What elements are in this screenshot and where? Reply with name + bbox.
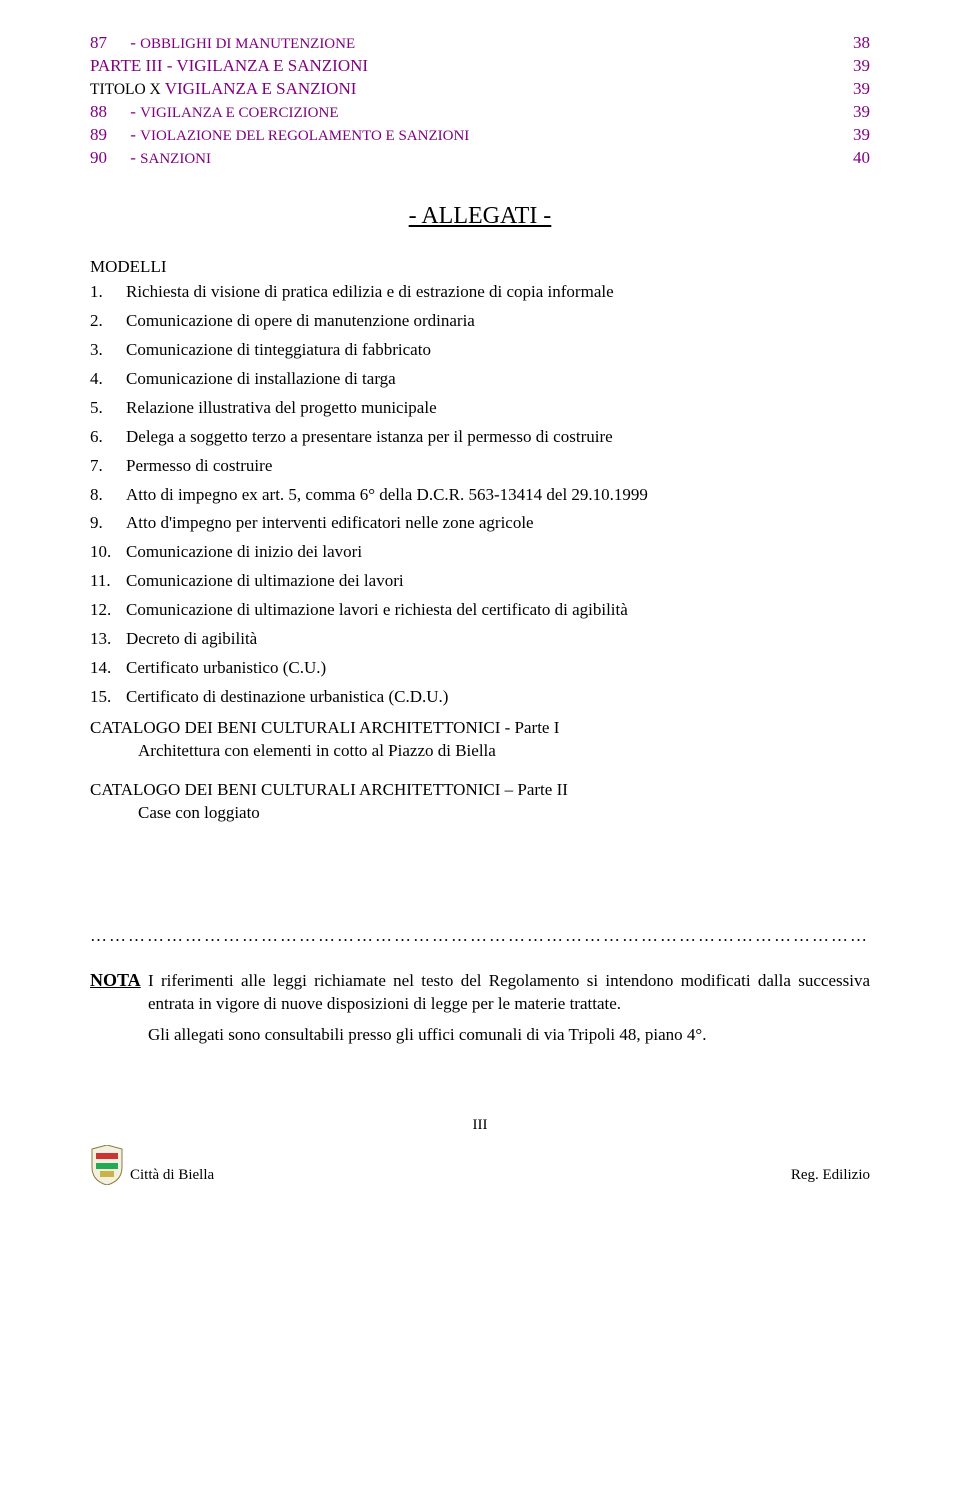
crest-icon: [90, 1145, 124, 1185]
li-num: 9.: [90, 512, 126, 535]
li-num: 8.: [90, 484, 126, 507]
toc-dash: -: [130, 125, 140, 144]
li-num: 4.: [90, 368, 126, 391]
list-item: 15.Certificato di destinazione urbanisti…: [90, 686, 870, 709]
toc-label: 88 - VIGILANZA E COERCIZIONE: [90, 101, 830, 124]
toc-row: 89 - VIOLAZIONE DEL REGOLAMENTO E SANZIO…: [90, 124, 870, 147]
list-item: 14.Certificato urbanistico (C.U.): [90, 657, 870, 680]
page-number: III: [90, 1115, 870, 1135]
li-num: 5.: [90, 397, 126, 420]
li-num: 7.: [90, 455, 126, 478]
list-item: 12.Comunicazione di ultimazione lavori e…: [90, 599, 870, 622]
li-num: 11.: [90, 570, 126, 593]
li-text: Atto di impegno ex art. 5, comma 6° dell…: [126, 484, 870, 507]
toc-dash: -: [130, 33, 140, 52]
toc-row: 87 - OBBLIGHI DI MANUTENZIONE 38: [90, 32, 870, 55]
li-text: Comunicazione di inizio dei lavori: [126, 541, 870, 564]
toc-label: 89 - VIOLAZIONE DEL REGOLAMENTO E SANZIO…: [90, 124, 830, 147]
titolo-prefix: TITOLO X: [90, 81, 161, 98]
toc-label: 87 - OBBLIGHI DI MANUTENZIONE: [90, 32, 830, 55]
list-item: 13.Decreto di agibilità: [90, 628, 870, 651]
toc-text: OBBLIGHI DI MANUTENZIONE: [140, 36, 355, 52]
list-item: 1.Richiesta di visione di pratica ediliz…: [90, 281, 870, 304]
li-num: 15.: [90, 686, 126, 709]
list-item: 8.Atto di impegno ex art. 5, comma 6° de…: [90, 484, 870, 507]
toc-text: VIOLAZIONE DEL REGOLAMENTO E SANZIONI: [140, 128, 469, 144]
catalogo-1: CATALOGO DEI BENI CULTURALI ARCHITETTONI…: [90, 717, 870, 763]
li-text: Certificato di destinazione urbanistica …: [126, 686, 870, 709]
li-text: Comunicazione di ultimazione dei lavori: [126, 570, 870, 593]
li-num: 3.: [90, 339, 126, 362]
li-text: Relazione illustrativa del progetto muni…: [126, 397, 870, 420]
toc-page: 40: [830, 147, 870, 170]
toc-num: 88: [90, 101, 126, 124]
nota-text-2: Gli allegati sono consultabili presso gl…: [148, 1024, 870, 1047]
toc-row: 90 - SANZIONI 40: [90, 147, 870, 170]
toc-num: 87: [90, 32, 126, 55]
catalogo-title: CATALOGO DEI BENI CULTURALI ARCHITETTONI…: [90, 779, 870, 802]
li-text: Delega a soggetto terzo a presentare ist…: [126, 426, 870, 449]
toc-row: 88 - VIGILANZA E COERCIZIONE 39: [90, 101, 870, 124]
catalogo-sub: Architettura con elementi in cotto al Pi…: [138, 740, 870, 763]
toc-num: 89: [90, 124, 126, 147]
toc-dash: -: [130, 102, 140, 121]
dotted-separator: ……………………………………………………………………………………………………………: [90, 925, 870, 942]
catalogo-title: CATALOGO DEI BENI CULTURALI ARCHITETTONI…: [90, 717, 870, 740]
nota-text-1: I riferimenti alle leggi richiamate nel …: [141, 971, 870, 1013]
list-item: 6.Delega a soggetto terzo a presentare i…: [90, 426, 870, 449]
toc-page: 39: [830, 124, 870, 147]
toc-text: VIGILANZA E COERCIZIONE: [140, 105, 338, 121]
toc-num: 90: [90, 147, 126, 170]
list-item: 5.Relazione illustrativa del progetto mu…: [90, 397, 870, 420]
toc-text: TITOLO X VIGILANZA E SANZIONI: [90, 78, 830, 101]
li-text: Comunicazione di tinteggiatura di fabbri…: [126, 339, 870, 362]
li-text: Decreto di agibilità: [126, 628, 870, 651]
catalogo-sub: Case con loggiato: [138, 802, 870, 825]
toc-page: 39: [830, 101, 870, 124]
list-item: 7.Permesso di costruire: [90, 455, 870, 478]
catalogo-2: CATALOGO DEI BENI CULTURALI ARCHITETTONI…: [90, 779, 870, 825]
toc-label: 90 - SANZIONI: [90, 147, 830, 170]
list-item: 3.Comunicazione di tinteggiatura di fabb…: [90, 339, 870, 362]
toc-page: 39: [830, 55, 870, 78]
list-item: 2.Comunicazione di opere di manutenzione…: [90, 310, 870, 333]
li-num: 13.: [90, 628, 126, 651]
footer-left: Città di Biella: [90, 1145, 214, 1185]
nota-label: NOTA: [90, 970, 141, 990]
list-item: 10.Comunicazione di inizio dei lavori: [90, 541, 870, 564]
modelli-heading: MODELLI: [90, 256, 870, 279]
nota-block: NOTA I riferimenti alle leggi richiamate…: [90, 968, 870, 1047]
li-text: Comunicazione di ultimazione lavori e ri…: [126, 599, 870, 622]
toc-text: SANZIONI: [140, 151, 211, 167]
li-num: 1.: [90, 281, 126, 304]
list-item: 4.Comunicazione di installazione di targ…: [90, 368, 870, 391]
list-item: 11.Comunicazione di ultimazione dei lavo…: [90, 570, 870, 593]
li-text: Richiesta di visione di pratica edilizia…: [126, 281, 870, 304]
titolo-rest: VIGILANZA E SANZIONI: [165, 79, 357, 98]
toc-row: TITOLO X VIGILANZA E SANZIONI 39: [90, 78, 870, 101]
toc-section: 87 - OBBLIGHI DI MANUTENZIONE 38 PARTE I…: [90, 32, 870, 170]
toc-dash: -: [130, 148, 140, 167]
toc-row: PARTE III - VIGILANZA E SANZIONI 39: [90, 55, 870, 78]
li-num: 12.: [90, 599, 126, 622]
toc-page: 38: [830, 32, 870, 55]
li-num: 6.: [90, 426, 126, 449]
footer-left-text: Città di Biella: [130, 1165, 214, 1185]
toc-text: PARTE III - VIGILANZA E SANZIONI: [90, 55, 830, 78]
toc-page: 39: [830, 78, 870, 101]
li-num: 10.: [90, 541, 126, 564]
li-text: Atto d'impegno per interventi edificator…: [126, 512, 870, 535]
li-text: Certificato urbanistico (C.U.): [126, 657, 870, 680]
footer-right-text: Reg. Edilizio: [791, 1165, 870, 1185]
list-item: 9.Atto d'impegno per interventi edificat…: [90, 512, 870, 535]
li-num: 2.: [90, 310, 126, 333]
allegati-title: - ALLEGATI -: [90, 200, 870, 232]
footer: Città di Biella Reg. Edilizio: [90, 1145, 870, 1185]
modelli-list: 1.Richiesta di visione di pratica ediliz…: [90, 281, 870, 709]
li-text: Comunicazione di opere di manutenzione o…: [126, 310, 870, 333]
li-num: 14.: [90, 657, 126, 680]
li-text: Comunicazione di installazione di targa: [126, 368, 870, 391]
li-text: Permesso di costruire: [126, 455, 870, 478]
